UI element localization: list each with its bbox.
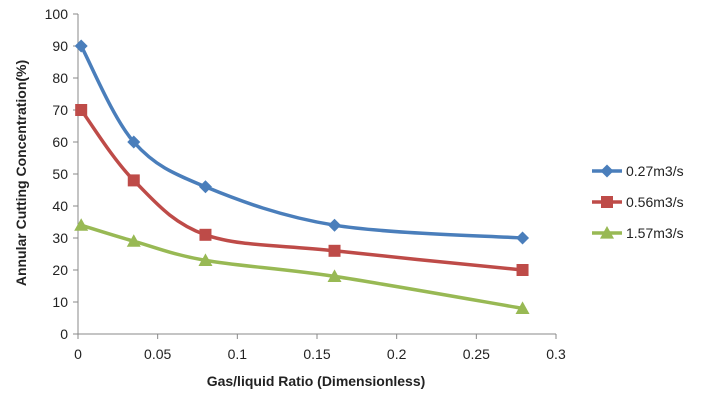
data-point-marker bbox=[516, 264, 529, 276]
data-point-marker bbox=[515, 301, 530, 314]
x-tick-label: 0.25 bbox=[463, 346, 490, 362]
y-tick-label: 30 bbox=[52, 230, 68, 246]
x-axis-title: Gas/liquid Ratio (Dimensionless) bbox=[207, 373, 426, 389]
series-3 bbox=[74, 218, 530, 314]
x-tick-label: 0.3 bbox=[546, 346, 566, 362]
series-line bbox=[79, 108, 523, 272]
axes bbox=[77, 14, 556, 335]
y-tick-label: 80 bbox=[52, 70, 68, 86]
y-tick-label: 70 bbox=[52, 102, 68, 118]
data-point-marker bbox=[198, 253, 213, 266]
series-layer bbox=[74, 39, 530, 314]
y-tick-label: 60 bbox=[52, 134, 68, 150]
x-tick-label: 0 bbox=[74, 346, 82, 362]
data-point-marker bbox=[328, 218, 342, 232]
y-tick-label: 90 bbox=[52, 38, 68, 54]
legend-swatch-marker bbox=[601, 196, 613, 208]
x-tick-label: 0.05 bbox=[144, 346, 171, 362]
legend: 0.27m3/s 0.56m3/s 1.57m3/s bbox=[592, 163, 684, 241]
data-point-marker bbox=[127, 174, 140, 187]
y-tick-label: 20 bbox=[52, 262, 68, 278]
legend-label: 1.57m3/s bbox=[626, 225, 684, 241]
x-axis-ticks: 0 0.05 0.1 0.15 0.2 0.25 0.3 bbox=[74, 334, 566, 362]
legend-item: 0.56m3/s bbox=[592, 194, 684, 210]
data-point-marker bbox=[516, 231, 530, 245]
legend-item: 1.57m3/s bbox=[592, 225, 684, 241]
series-1 bbox=[74, 39, 530, 245]
y-tick-label: 40 bbox=[52, 198, 68, 214]
data-point-marker bbox=[198, 180, 212, 194]
legend-label: 0.27m3/s bbox=[626, 163, 684, 179]
data-point-marker bbox=[327, 269, 342, 282]
y-tick-label: 0 bbox=[60, 326, 68, 342]
legend-swatch-marker bbox=[600, 164, 614, 178]
data-point-marker bbox=[75, 104, 88, 116]
series-2 bbox=[75, 104, 529, 276]
y-axis-ticks: 0 10 20 30 40 50 60 70 80 90 100 bbox=[45, 6, 78, 342]
legend-item: 0.27m3/s bbox=[592, 163, 684, 179]
legend-swatch-marker bbox=[600, 226, 614, 239]
y-tick-label: 10 bbox=[52, 294, 68, 310]
series-line bbox=[79, 45, 523, 240]
y-tick-label: 50 bbox=[52, 166, 68, 182]
x-tick-label: 0.15 bbox=[303, 346, 330, 362]
y-axis-title: Annular Cutting Concentration(%) bbox=[13, 60, 29, 286]
data-point-marker bbox=[126, 234, 141, 247]
series-line bbox=[80, 223, 523, 311]
data-point-marker bbox=[74, 39, 88, 53]
data-point-marker bbox=[328, 244, 341, 257]
x-tick-label: 0.2 bbox=[387, 346, 407, 362]
x-tick-label: 0.1 bbox=[228, 346, 248, 362]
data-point-marker bbox=[127, 135, 141, 149]
data-point-marker bbox=[199, 228, 212, 241]
y-tick-label: 100 bbox=[45, 6, 69, 22]
legend-label: 0.56m3/s bbox=[626, 194, 684, 210]
data-point-marker bbox=[74, 218, 89, 231]
